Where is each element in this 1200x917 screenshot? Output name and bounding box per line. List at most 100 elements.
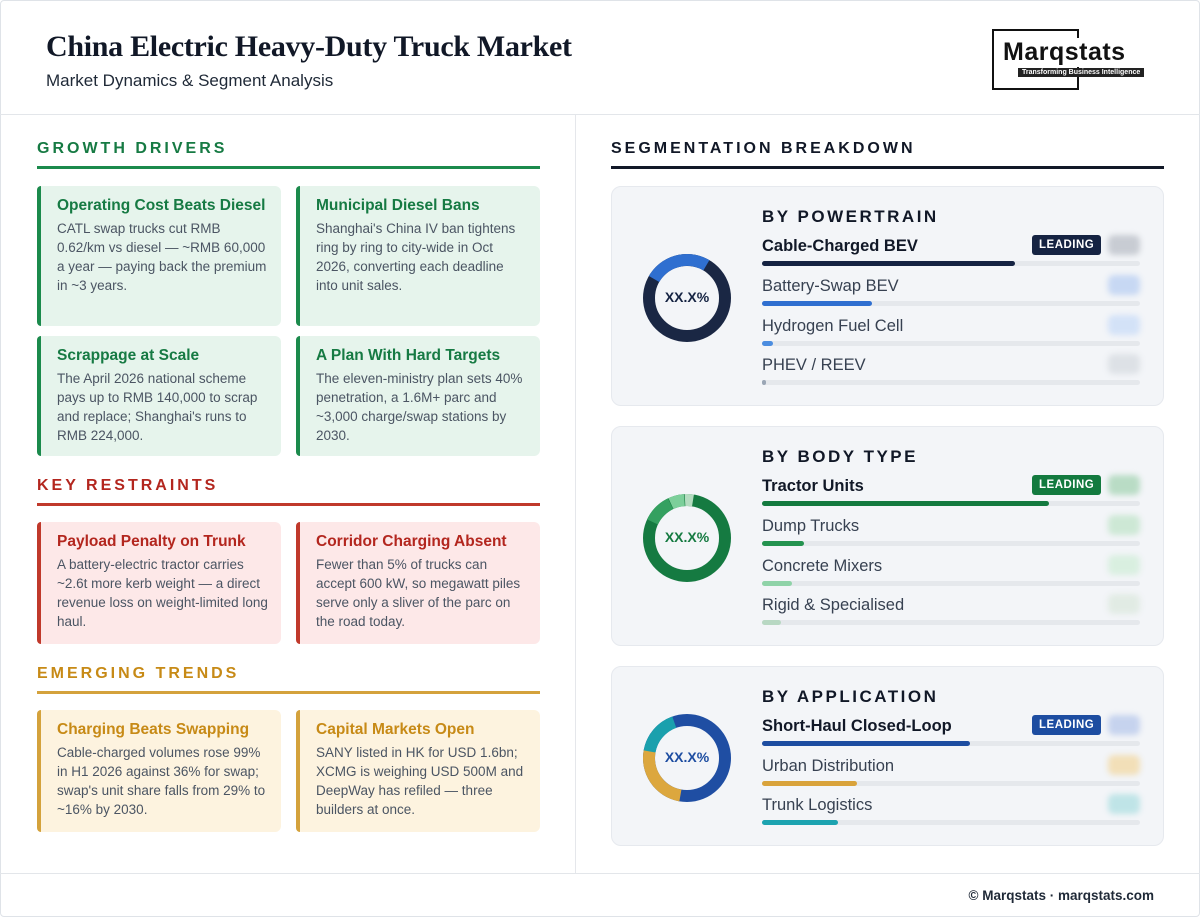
segment-bar-fill [762, 341, 773, 346]
segment-value-blurred [1108, 794, 1140, 814]
segment-bar-fill [762, 620, 781, 625]
key-restraints-heading: KEY RESTRAINTS [37, 477, 219, 494]
segment-value-blurred [1108, 515, 1140, 535]
segment-label: PHEV / REEV [762, 356, 866, 374]
restraint-card-text: A battery-electric tractor carries ~2.6t… [57, 557, 268, 629]
driver-card: Municipal Diesel Bans Shanghai's China I… [296, 186, 540, 326]
donut-segment-secondary [642, 254, 731, 342]
segment-bar-track [762, 581, 1140, 586]
segmentation-rule [611, 166, 1164, 169]
driver-card-title: A Plan With Hard Targets [316, 347, 501, 364]
segment-value-blurred [1108, 275, 1140, 295]
segment-value-blurred [1108, 475, 1140, 495]
driver-card-text: CATL swap trucks cut RMB 0.62/km vs dies… [57, 221, 267, 293]
segment-bar-track [762, 820, 1140, 825]
body-type-panel: BY BODY TYPE XX.X% Tractor Units LEADING… [611, 426, 1164, 646]
application-heading: BY APPLICATION [762, 687, 939, 706]
segment-row: Concrete Mixers [762, 555, 1140, 587]
key-restraints-rule [37, 503, 540, 506]
segment-bar-fill [762, 501, 1049, 506]
driver-card-text: Shanghai's China IV ban tightens ring by… [316, 221, 516, 293]
segment-value-blurred [1108, 755, 1140, 775]
trend-card-title: Capital Markets Open [316, 721, 475, 738]
segment-bar-track [762, 541, 1140, 546]
powertrain-panel: BY POWERTRAIN XX.X% Cable-Charged BEV LE… [611, 186, 1164, 406]
segment-bar-fill [762, 380, 766, 385]
donut-segment-tertiary [643, 714, 731, 802]
leading-badge: LEADING [1032, 715, 1102, 735]
segmentation-heading: SEGMENTATION BREAKDOWN [611, 140, 916, 157]
driver-card-title: Operating Cost Beats Diesel [57, 197, 266, 214]
segment-bar-fill [762, 781, 857, 786]
segment-bar-track [762, 620, 1140, 625]
footer: © Marqstats · marqstats.com [0, 873, 1200, 917]
segment-bar-track [762, 341, 1140, 346]
driver-card: A Plan With Hard Targets The eleven-mini… [296, 336, 540, 456]
segment-label: Urban Distribution [762, 757, 895, 775]
segment-row: Dump Trucks [762, 515, 1140, 547]
segment-value-blurred [1108, 594, 1140, 614]
donut-segment-secondary [643, 494, 731, 582]
segment-value-blurred [1108, 354, 1140, 374]
segment-row: Cable-Charged BEV LEADING [762, 235, 1140, 267]
segment-row: Battery-Swap BEV [762, 275, 1140, 307]
body-type-donut [643, 494, 731, 582]
segment-bar-fill [762, 820, 838, 825]
page-subtitle: Market Dynamics & Segment Analysis [46, 71, 334, 90]
page-title: China Electric Heavy-Duty Truck Market [46, 30, 572, 63]
trend-card: Capital Markets Open SANY listed in HK f… [296, 710, 540, 832]
footer-credit: © Marqstats · marqstats.com [968, 888, 1155, 903]
segment-label: Tractor Units [762, 477, 864, 495]
segment-bar-fill [762, 541, 804, 546]
driver-card-text: The April 2026 national scheme pays up t… [57, 371, 258, 443]
segment-row: Urban Distribution [762, 755, 1140, 787]
segment-value-blurred [1108, 315, 1140, 335]
driver-card: Operating Cost Beats Diesel CATL swap tr… [37, 186, 281, 326]
restraint-card-text: Fewer than 5% of trucks can accept 600 k… [316, 557, 521, 629]
application-donut-label: XX.X% [664, 749, 710, 765]
segment-bar-track [762, 781, 1140, 786]
segment-value-blurred [1108, 235, 1140, 255]
powertrain-donut [642, 254, 731, 342]
segment-value-blurred [1108, 555, 1140, 575]
restraint-card-title: Corridor Charging Absent [316, 533, 507, 550]
growth-drivers-rule [37, 166, 540, 169]
segment-bar-fill [762, 301, 872, 306]
segment-bar-track [762, 380, 1140, 385]
segment-label: Hydrogen Fuel Cell [762, 317, 904, 335]
column-divider [575, 115, 576, 873]
trend-card-title: Charging Beats Swapping [57, 721, 250, 738]
leading-badge: LEADING [1032, 475, 1102, 495]
segment-label: Rigid & Specialised [762, 596, 905, 614]
emerging-trends-rule [37, 691, 540, 694]
segment-row: Hydrogen Fuel Cell [762, 315, 1140, 347]
segment-row: Rigid & Specialised [762, 594, 1140, 626]
restraint-card-title: Payload Penalty on Trunk [57, 533, 246, 550]
driver-card-title: Scrappage at Scale [57, 347, 200, 364]
segment-row: Short-Haul Closed-Loop LEADING [762, 715, 1140, 747]
powertrain-heading: BY POWERTRAIN [762, 207, 939, 226]
segment-label: Concrete Mixers [762, 557, 883, 575]
driver-card-text: The eleven-ministry plan sets 40% penetr… [316, 371, 523, 443]
segment-bar-track [762, 301, 1140, 306]
segment-value-blurred [1108, 715, 1140, 735]
segment-label: Trunk Logistics [762, 796, 873, 814]
restraint-card: Corridor Charging Absent Fewer than 5% o… [296, 522, 540, 644]
application-panel: BY APPLICATION XX.X% Short-Haul Closed-L… [611, 666, 1164, 846]
logo-wordmark: Marqstats [1000, 38, 1129, 67]
leading-badge: LEADING [1032, 235, 1102, 255]
segment-label: Short-Haul Closed-Loop [762, 717, 952, 735]
growth-drivers-heading: GROWTH DRIVERS [37, 140, 228, 157]
segment-label: Dump Trucks [762, 517, 860, 535]
segment-bar-fill [762, 261, 1015, 266]
driver-card-title: Municipal Diesel Bans [316, 197, 480, 214]
segment-bar-fill [762, 581, 792, 586]
emerging-trends-heading: EMERGING TRENDS [37, 665, 240, 682]
segment-row: PHEV / REEV [762, 354, 1140, 386]
header: China Electric Heavy-Duty Truck Market M… [0, 0, 1200, 115]
trend-card-text: SANY listed in HK for USD 1.6bn; XCMG is… [316, 745, 524, 817]
trend-card: Charging Beats Swapping Cable-charged vo… [37, 710, 281, 832]
application-donut [643, 714, 731, 802]
segment-label: Battery-Swap BEV [762, 277, 899, 295]
segment-row: Tractor Units LEADING [762, 475, 1140, 507]
